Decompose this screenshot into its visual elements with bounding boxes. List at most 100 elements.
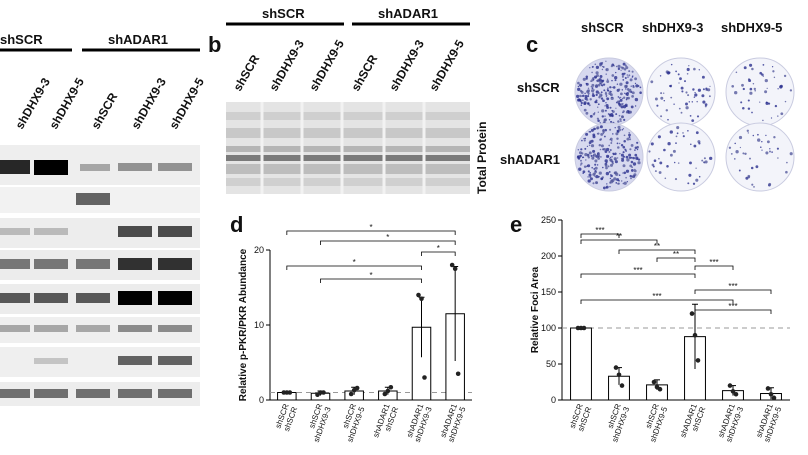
focus-dot <box>600 84 603 86</box>
focus-dot <box>630 143 634 147</box>
focus-dot <box>698 69 700 71</box>
focus-dot <box>587 92 590 95</box>
focus-dot <box>599 83 601 85</box>
focus-dot <box>609 106 612 109</box>
focus-dot <box>614 160 618 164</box>
focus-dot <box>592 133 596 137</box>
focus-dot <box>591 89 595 93</box>
panel-c-col-header: shDHX9-5 <box>721 20 782 35</box>
focus-dot <box>608 144 611 147</box>
focus-dot <box>580 148 583 151</box>
data-point <box>657 386 663 392</box>
y-tick-label: 100 <box>541 323 556 333</box>
significance-bracket <box>320 240 456 245</box>
focus-dot <box>739 146 742 149</box>
focus-dot <box>591 83 595 87</box>
focus-dot <box>681 90 684 93</box>
focus-dot <box>603 118 607 122</box>
focus-dot <box>626 74 629 76</box>
focus-dot <box>667 71 671 74</box>
focus-dot <box>659 75 662 77</box>
focus-dot <box>606 183 608 185</box>
focus-dot <box>753 186 755 188</box>
focus-dot <box>626 181 628 183</box>
data-point <box>382 391 388 397</box>
focus-dot <box>777 157 779 159</box>
focus-dot <box>612 152 615 155</box>
data-point <box>287 390 293 395</box>
panel-b-lane-label: shDHX9-3 <box>266 37 307 93</box>
focus-dot <box>597 156 600 158</box>
focus-dot <box>686 67 690 72</box>
focus-dot <box>585 132 589 136</box>
focus-dot <box>605 147 610 152</box>
focus-dot <box>621 72 625 76</box>
focus-dot <box>660 96 664 100</box>
focus-dot <box>605 166 608 170</box>
focus-dot <box>602 99 605 103</box>
focus-dot <box>694 93 698 97</box>
focus-dot <box>609 128 612 131</box>
data-point <box>419 296 424 302</box>
data-point <box>689 311 695 316</box>
focus-dot <box>592 155 594 157</box>
focus-dot <box>623 139 626 143</box>
focus-dot <box>578 151 583 155</box>
data-point <box>733 391 739 397</box>
focus-dot <box>601 115 604 118</box>
focus-dot <box>607 87 609 90</box>
focus-dot <box>592 92 595 95</box>
focus-dot <box>605 60 607 62</box>
significance-bracket <box>580 299 734 304</box>
significance-bracket <box>694 265 734 270</box>
blot-band <box>34 325 68 332</box>
focus-dot <box>740 101 743 104</box>
focus-dot <box>682 132 684 134</box>
x-tick-label: shSCRshSCR <box>274 402 300 432</box>
focus-dot <box>665 109 669 112</box>
data-point <box>452 266 458 272</box>
focus-dot <box>600 132 604 136</box>
focus-dot <box>595 174 599 179</box>
focus-dot <box>595 181 598 185</box>
focus-dot <box>605 103 609 108</box>
focus-dot <box>613 171 617 175</box>
focus-dot <box>670 63 673 66</box>
focus-dot <box>627 76 629 78</box>
focus-dot <box>678 107 681 110</box>
focus-dot <box>588 151 592 155</box>
focus-dot <box>629 174 632 178</box>
data-point <box>616 372 622 378</box>
focus-dot <box>605 67 609 72</box>
focus-dot <box>768 182 772 186</box>
focus-dot <box>582 156 585 158</box>
focus-dot <box>651 163 655 167</box>
focus-dot <box>624 77 627 79</box>
focus-dot <box>625 84 628 88</box>
focus-dot <box>582 94 585 97</box>
chart-e: 0 50 100 150 200 250 Relative Foci Area shSCRsh… <box>530 215 790 443</box>
focus-dot <box>690 143 692 146</box>
blot-band <box>0 228 30 235</box>
focus-dot <box>577 85 580 88</box>
x-tick-label: shSCRshDHX9-3 <box>602 402 632 443</box>
focus-dot <box>593 172 597 175</box>
focus-dot <box>688 65 690 67</box>
focus-dot <box>597 106 599 108</box>
focus-dot <box>702 100 706 104</box>
focus-dot <box>749 87 753 91</box>
blot-band <box>118 389 152 398</box>
panel-a-lane-label: shDHX9-3 <box>128 75 169 131</box>
significance-label: ** <box>654 242 660 251</box>
focus-dot <box>650 80 654 84</box>
focus-dot <box>592 149 596 153</box>
data-point <box>695 358 701 363</box>
focus-dot <box>584 152 588 157</box>
focus-dot <box>583 165 587 168</box>
focus-dot <box>579 100 582 103</box>
data-point <box>455 371 461 377</box>
blot-band <box>34 259 68 269</box>
focus-dot <box>762 75 765 77</box>
focus-dot <box>689 115 692 117</box>
blot-band <box>76 259 110 269</box>
